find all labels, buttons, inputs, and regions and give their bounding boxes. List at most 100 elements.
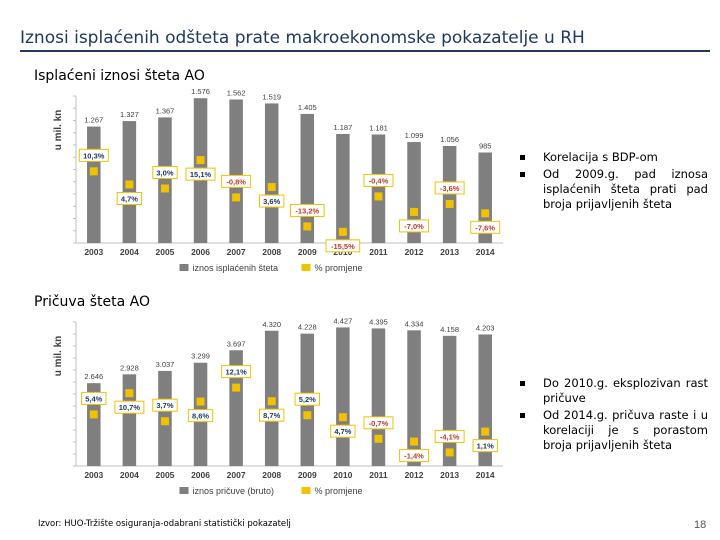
bar-value-label: 4.334 <box>405 319 424 328</box>
percent-change-label: 10,7% <box>119 403 141 412</box>
percent-change-marker <box>410 207 419 216</box>
chart-reserves-svg: u mil. kn 2.646 2003 5,4% 2.928 2004 10,7% 3.03… <box>53 316 503 496</box>
percent-change-label: -0,8% <box>226 177 246 186</box>
bar-value-label: 1.405 <box>298 103 317 112</box>
percent-change-marker <box>267 183 276 192</box>
percent-change-marker <box>89 167 98 176</box>
percent-change-label-box <box>221 174 252 188</box>
y-axis-label: u mil. kn <box>53 110 64 151</box>
legend-swatch-percent <box>301 264 311 271</box>
x-tick-label: 2013 <box>440 247 459 257</box>
percent-change-marker <box>374 192 383 201</box>
legend-swatch-bars <box>179 487 189 494</box>
percent-change-label: 15,1% <box>190 170 212 179</box>
percent-change-marker <box>338 227 347 236</box>
chart-paid-claims-svg: u mil. kn 1.267 2003 10,3% 1.327 2004 4,7% 1.36… <box>53 88 503 273</box>
percent-change-label: -7,0% <box>404 222 424 231</box>
bullet-item: Od 2009.g. pad iznosa isplaćenih šteta p… <box>520 167 708 212</box>
legend-label-bars: iznos pričuve (bruto) <box>193 486 275 496</box>
percent-change-marker <box>338 413 347 422</box>
bar <box>229 350 243 466</box>
bullet-item: Od 2014.g. pričuva raste i u korelaciji … <box>520 408 708 453</box>
percent-change-marker <box>160 417 169 426</box>
bullet-marker <box>520 413 525 418</box>
x-tick-label: 2004 <box>120 247 139 257</box>
bullets-paid-claims: Korelacija s BDP-om Od 2009.g. pad iznos… <box>520 150 708 214</box>
percent-change-label-box <box>399 219 430 233</box>
x-tick-label: 2006 <box>191 247 210 257</box>
percent-change-label-box <box>472 439 498 453</box>
percent-change-label-box <box>152 165 178 179</box>
x-tick-label: 2004 <box>120 470 139 480</box>
percent-change-label-box <box>434 429 465 443</box>
x-tick-label: 2003 <box>84 470 103 480</box>
percent-change-marker <box>232 193 241 202</box>
bullet-item: Do 2010.g. eksplozivan rast pričuve <box>520 376 708 406</box>
bullets-reserves: Do 2010.g. eksplozivan rast pričuve Od 2… <box>520 376 708 455</box>
percent-change-marker <box>374 434 383 443</box>
page-number: 18 <box>694 519 707 531</box>
bar <box>122 374 137 466</box>
bullet-text: Do 2010.g. eksplozivan rast pričuve <box>543 376 708 405</box>
x-tick-label: 2005 <box>155 470 174 480</box>
bar <box>442 145 457 243</box>
percent-change-label-box <box>259 408 285 422</box>
percent-change-label-box <box>470 220 501 234</box>
percent-change-label-box <box>152 398 178 412</box>
bar-value-label: 4.320 <box>262 320 281 329</box>
percent-change-marker <box>303 222 312 231</box>
percent-change-label-box <box>330 424 356 438</box>
x-tick-label: 2009 <box>298 470 317 480</box>
percent-change-label: 10,3% <box>83 151 105 160</box>
legend-swatch-bars <box>179 264 189 271</box>
x-tick-label: 2013 <box>440 470 459 480</box>
chart-reserves: u mil. kn 2.646 2003 5,4% 2.928 2004 10,7% 3.03… <box>52 314 507 506</box>
percent-change-marker <box>303 411 312 420</box>
percent-change-marker <box>481 209 490 218</box>
bar-value-label: 3.299 <box>191 352 210 361</box>
percent-change-label-box <box>114 400 145 414</box>
bar <box>87 126 101 243</box>
bar-value-label: 1.181 <box>369 123 388 132</box>
percent-change-label: 4,7% <box>121 194 138 203</box>
bar-value-label: 1.327 <box>120 110 139 119</box>
bar-value-label: 1.056 <box>440 135 459 144</box>
percent-change-marker <box>125 389 134 398</box>
percent-change-label: -7,6% <box>475 223 495 232</box>
percent-change-label: 8,6% <box>192 412 209 421</box>
x-tick-label: 2005 <box>155 247 174 257</box>
section-heading-paid-claims: Isplaćeni iznosi šteta AO <box>34 68 205 84</box>
y-axis-label: u mil. kn <box>53 336 64 377</box>
percent-change-label-box <box>294 392 320 406</box>
bar-value-label: 1.267 <box>84 116 103 125</box>
percent-change-label: 5,2% <box>299 395 316 404</box>
bar-value-label: 4.158 <box>440 325 459 334</box>
bar <box>336 133 350 243</box>
bar-value-label: 1.576 <box>191 88 210 96</box>
percent-change-label: -0,7% <box>369 419 389 428</box>
percent-change-label: 4,7% <box>334 427 351 436</box>
bar <box>371 328 386 466</box>
bar <box>336 327 350 466</box>
bar-value-label: 4.203 <box>476 323 495 332</box>
bullet-text: Korelacija s BDP-om <box>543 150 658 164</box>
x-tick-label: 2007 <box>227 470 246 480</box>
percent-change-label-box <box>363 173 394 187</box>
percent-change-marker <box>410 437 419 446</box>
x-tick-label: 2014 <box>476 470 495 480</box>
x-tick-label: 2008 <box>262 247 281 257</box>
percent-change-label: -13,2% <box>295 206 319 215</box>
bar <box>407 142 421 243</box>
percent-change-label-box <box>81 391 107 405</box>
source-note: Izvor: HUO-Tržište osiguranja-odabrani s… <box>38 519 291 529</box>
percent-change-marker <box>445 199 454 208</box>
percent-change-marker <box>196 397 205 406</box>
bar-value-label: 1.562 <box>227 88 246 97</box>
percent-change-label: -3,6% <box>440 184 460 193</box>
x-tick-label: 2007 <box>227 247 246 257</box>
bar <box>407 330 421 466</box>
percent-change-marker <box>232 383 241 392</box>
x-tick-label: 2006 <box>191 470 210 480</box>
bar-value-label: 1.099 <box>405 131 424 140</box>
percent-change-label-box <box>185 167 216 181</box>
